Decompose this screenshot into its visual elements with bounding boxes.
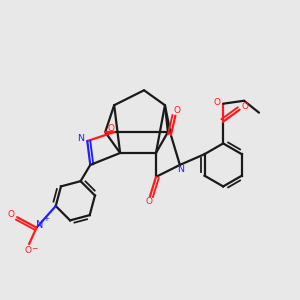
Text: O: O xyxy=(107,124,114,133)
Text: O: O xyxy=(242,102,248,111)
Text: +: + xyxy=(43,216,49,222)
Text: O: O xyxy=(7,210,14,219)
Text: O: O xyxy=(145,197,152,206)
Text: N: N xyxy=(36,220,43,230)
Text: N: N xyxy=(177,165,184,174)
Text: O: O xyxy=(213,98,220,107)
Text: O: O xyxy=(173,106,180,115)
Text: N: N xyxy=(77,134,84,143)
Text: O: O xyxy=(24,245,31,254)
Text: −: − xyxy=(31,244,38,253)
